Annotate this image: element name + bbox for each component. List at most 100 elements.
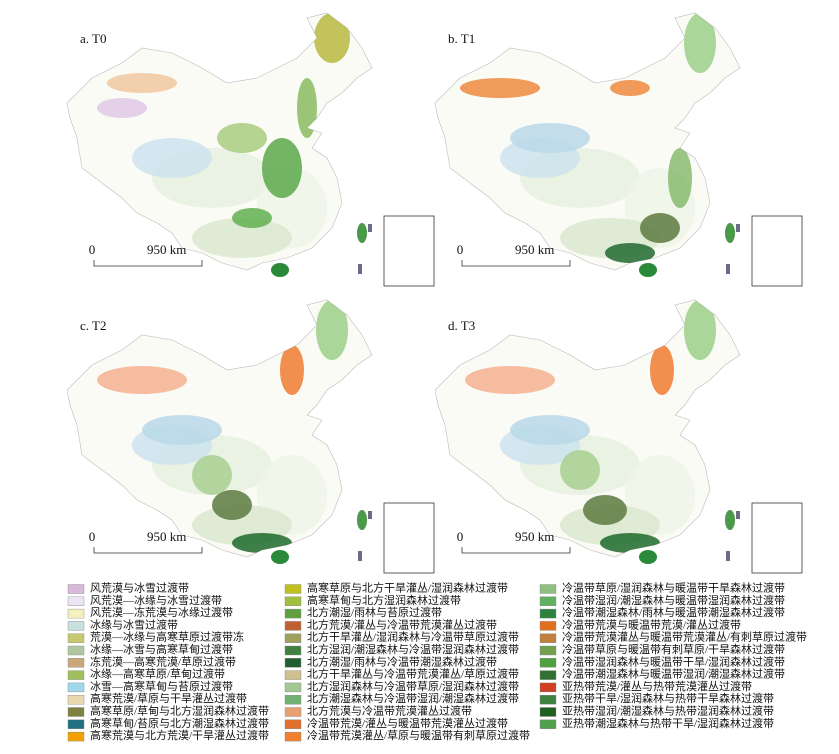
legend-swatch [67, 621, 85, 631]
zone-patch [132, 138, 212, 178]
legend-label: 风荒漠与冰雪过渡带 [90, 581, 189, 595]
zone-patch [668, 148, 692, 208]
panel-label: c. T2 [80, 318, 106, 333]
legend-swatch [284, 731, 302, 742]
legend-label: 冷温带荒漠灌丛/草原与暖温带有刺草原过渡带 [307, 728, 530, 742]
scale-end: 950 km [515, 242, 554, 257]
legend-label: 北方湿润/潮湿森林与冷温带湿润森林过渡带 [307, 642, 519, 656]
legend-label: 冷温带湿润/潮湿森林与暖温带湿润森林过渡带 [562, 593, 785, 607]
legend-swatch [67, 658, 85, 668]
legend-swatch [539, 584, 557, 594]
vegetation-zones [460, 13, 716, 263]
legend-label: 高寒草原与北方干旱灌丛/湿润森林过渡带 [307, 581, 508, 595]
zone-patch [192, 218, 292, 258]
legend-label: 冷温带草原与暖温带有刺草原/干旱森林过渡带 [562, 642, 785, 656]
zone-patch [583, 495, 627, 525]
legend-swatch [284, 707, 302, 717]
zone-patch [650, 345, 674, 395]
legend-swatch [67, 584, 85, 594]
inset-frame [383, 502, 435, 574]
scale-start: 0 [457, 529, 464, 544]
zone-patch [297, 78, 317, 138]
legend-label: 冷温带潮湿森林与暖温带湿润/潮湿森林过渡带 [562, 667, 785, 681]
panel-label: b. T1 [448, 31, 475, 46]
zone-patch [232, 208, 272, 228]
zone-patch [510, 415, 590, 445]
inset-marker [368, 511, 372, 519]
legend-swatch [539, 707, 557, 717]
zone-patch [314, 13, 350, 63]
legend-label: 北方荒漠与冷温带荒漠灌丛过渡带 [307, 704, 472, 718]
taiwan [725, 223, 735, 243]
zone-patch [142, 415, 222, 445]
legend-label: 冷温带荒漠与暖温带荒漠/灌丛过渡带 [562, 617, 741, 631]
zone-patch [640, 213, 680, 243]
legend-label: 北方干旱灌丛与冷温带荒漠灌丛/草原过渡带 [307, 667, 519, 681]
vegetation-zones [97, 300, 348, 553]
legend-label: 冰缘—高寒草原/草甸过渡带 [90, 667, 225, 681]
scale-end: 950 km [147, 529, 186, 544]
inset-frame [383, 215, 435, 287]
taiwan [357, 510, 367, 530]
legend-label: 冷温带荒漠/灌丛与暖温带荒漠灌丛过渡带 [307, 716, 508, 730]
legend-swatch [67, 707, 85, 717]
vegetation-zones [97, 13, 350, 258]
panel-label: a. T0 [80, 31, 106, 46]
inset-marker [726, 264, 730, 274]
legend-label: 北方干旱灌丛/湿润森林与冷温带草原过渡带 [307, 630, 519, 644]
zone-patch [107, 73, 177, 93]
legend-swatch [284, 596, 302, 606]
legend-swatch [284, 608, 302, 619]
scale-end: 950 km [515, 529, 554, 544]
legend-swatch [284, 633, 302, 643]
scale-end: 950 km [147, 242, 186, 257]
legend-label: 高寒荒漠与北方荒漠/干旱灌丛过渡带 [90, 728, 269, 742]
taiwan [357, 223, 367, 243]
legend-swatch [539, 596, 557, 606]
legend-swatch [67, 682, 85, 693]
zone-patch [316, 300, 348, 360]
legend-swatch [539, 695, 557, 705]
inset-marker [736, 511, 740, 519]
zone-patch [97, 366, 187, 394]
legend-label: 冻荒漠—高寒荒漠/草原过渡带 [90, 654, 236, 668]
legend-swatch [284, 682, 302, 693]
legend-label: 风荒漠—冰缘与冰雪过渡带 [90, 593, 222, 607]
inset-marker [358, 551, 362, 561]
legend-swatch [284, 670, 302, 680]
legend-label: 高寒草甸/苔原与北方潮湿森林过渡带 [90, 716, 269, 730]
map-panel: b. T1 0 950 km [434, 12, 803, 287]
legend-swatch [284, 695, 302, 705]
legend-label: 高寒草原/草甸与北方湿润森林过渡带 [90, 704, 269, 718]
legend-swatch [284, 621, 302, 631]
legend-label: 冷温带湿润森林与暖温带干旱/湿润森林过渡带 [562, 654, 785, 668]
legend-swatch [539, 658, 557, 668]
legend-swatch [539, 633, 557, 643]
legend-swatch [67, 608, 85, 619]
legend-swatch [67, 645, 85, 656]
legend-label: 亚热带潮湿森林与热带干旱/湿润森林过渡带 [562, 716, 774, 730]
scale-start: 0 [457, 242, 464, 257]
legend-swatch [67, 695, 85, 705]
scale-start: 0 [89, 529, 96, 544]
legend-swatch [67, 731, 85, 742]
legend-label: 亚热带湿润/潮湿森林与热带湿润森林过渡带 [562, 704, 774, 718]
scale-bar [93, 260, 203, 267]
vegetation-zones [465, 300, 716, 553]
scale-bar [93, 547, 203, 554]
legend-label: 冷温带潮湿森林/雨林与暖温带潮湿森林过渡带 [562, 605, 785, 619]
zone-patch [684, 300, 716, 360]
legend-label: 冰缘—冰雪与高寒草甸过渡带 [90, 642, 233, 656]
legend-label: 北方潮湿/雨林与苔原过渡带 [307, 605, 442, 619]
map-panel: c. T2 0 950 km [66, 299, 435, 574]
legend-swatch [539, 670, 557, 680]
zone-patch [510, 123, 590, 153]
legend-swatch [539, 608, 557, 619]
zone-patch [232, 533, 292, 553]
legend-label: 冷温带草原/湿润森林与暖温带干旱森林过渡带 [562, 581, 785, 595]
legend-label: 荒漠—冰缘与高寒草原过渡带冻 [90, 630, 244, 644]
hainan [271, 263, 289, 277]
zone-patch [465, 366, 555, 394]
map-panel: d. T3 0 950 km [434, 299, 803, 574]
zone-patch [560, 450, 600, 490]
